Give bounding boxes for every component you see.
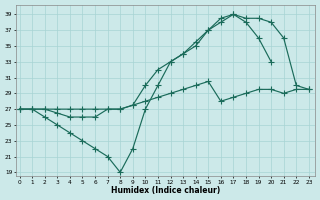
X-axis label: Humidex (Indice chaleur): Humidex (Indice chaleur) [111,186,220,195]
